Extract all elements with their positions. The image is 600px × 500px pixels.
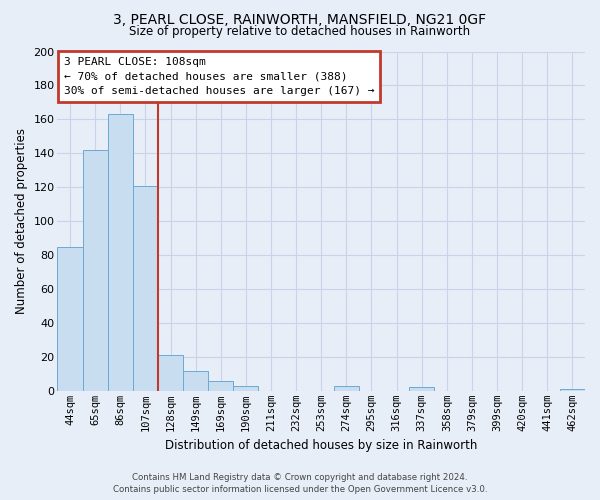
Y-axis label: Number of detached properties: Number of detached properties [15, 128, 28, 314]
Text: 3 PEARL CLOSE: 108sqm
← 70% of detached houses are smaller (388)
30% of semi-det: 3 PEARL CLOSE: 108sqm ← 70% of detached … [64, 56, 374, 96]
Text: Contains HM Land Registry data © Crown copyright and database right 2024.
Contai: Contains HM Land Registry data © Crown c… [113, 472, 487, 494]
Bar [409, 388, 434, 391]
Bar [58, 246, 83, 391]
Bar [83, 150, 108, 391]
Bar [183, 370, 208, 391]
Bar [133, 186, 158, 391]
Bar [334, 386, 359, 391]
Bar [158, 356, 183, 391]
Bar [108, 114, 133, 391]
Bar [233, 386, 259, 391]
Bar [208, 380, 233, 391]
X-axis label: Distribution of detached houses by size in Rainworth: Distribution of detached houses by size … [165, 440, 478, 452]
Text: 3, PEARL CLOSE, RAINWORTH, MANSFIELD, NG21 0GF: 3, PEARL CLOSE, RAINWORTH, MANSFIELD, NG… [113, 12, 487, 26]
Text: Size of property relative to detached houses in Rainworth: Size of property relative to detached ho… [130, 25, 470, 38]
Bar [560, 389, 585, 391]
